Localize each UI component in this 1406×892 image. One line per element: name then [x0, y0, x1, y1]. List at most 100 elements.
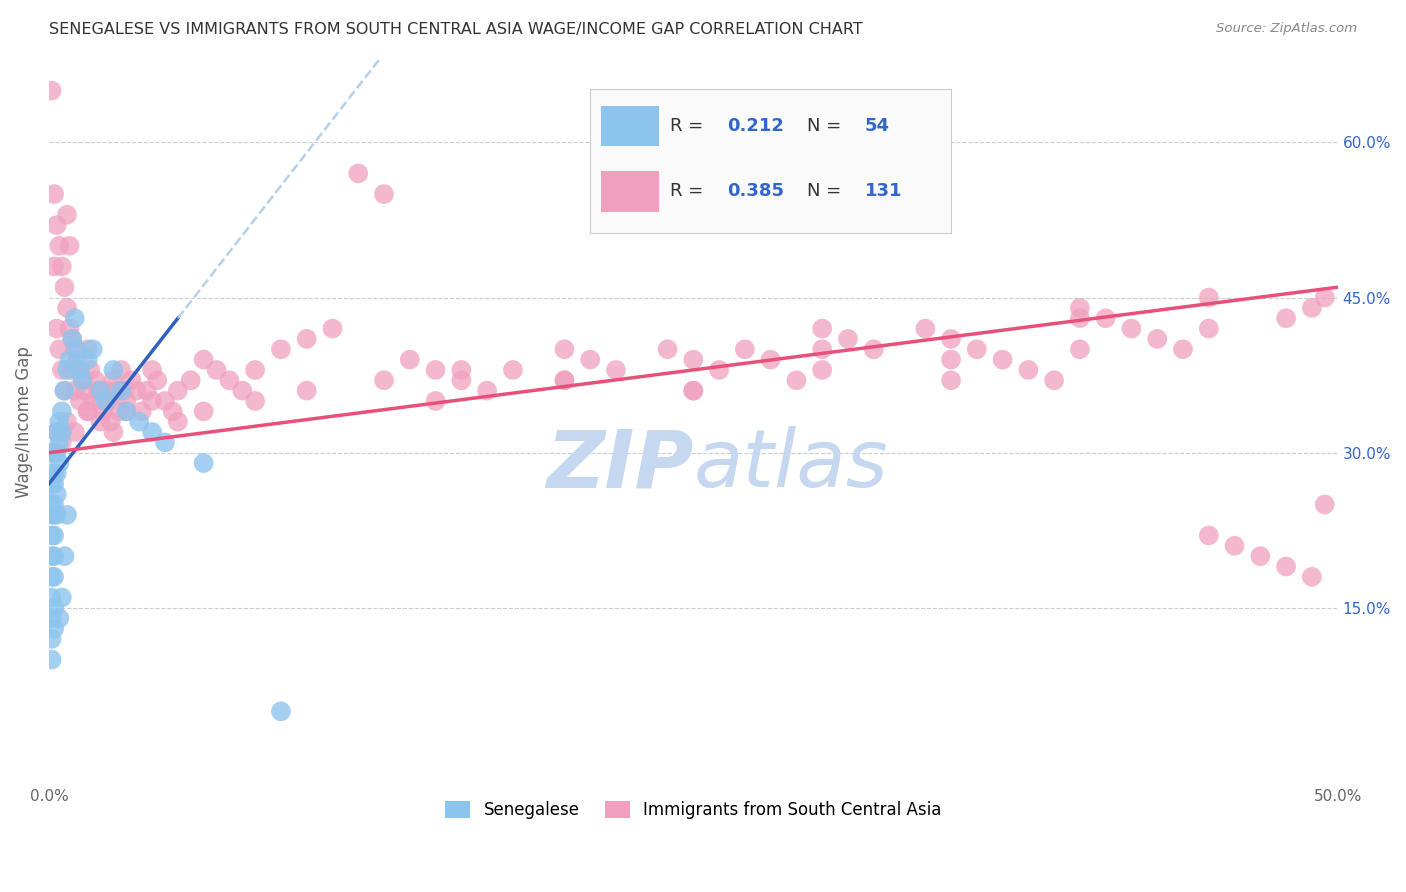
Point [837, 332, 859, 346]
Point [60, 332, 83, 346]
Point [42, 570, 65, 584]
Point [104, 384, 127, 398]
Point [579, 352, 602, 367]
Point [759, 352, 782, 367]
Point [135, 384, 157, 398]
Point [45, 446, 67, 460]
Point [41, 476, 63, 491]
Point [205, 363, 228, 377]
Point [42, 260, 65, 274]
Point [243, 394, 266, 409]
Point [63, 425, 86, 439]
Point [193, 456, 215, 470]
Point [91, 404, 114, 418]
Point [939, 352, 962, 367]
Point [115, 404, 138, 418]
Point [41, 652, 63, 666]
Point [180, 373, 202, 387]
Point [48, 435, 70, 450]
Point [425, 394, 447, 409]
Point [79, 363, 101, 377]
Point [1171, 343, 1194, 357]
Point [193, 352, 215, 367]
Point [811, 321, 834, 335]
Point [48, 456, 70, 470]
Point [48, 415, 70, 429]
Point [218, 373, 240, 387]
Point [45, 425, 67, 439]
Point [295, 332, 318, 346]
Point [51, 591, 73, 605]
Point [76, 352, 98, 367]
Point [56, 508, 79, 522]
Point [58, 239, 80, 253]
Point [1069, 301, 1091, 315]
Point [41, 611, 63, 625]
Point [58, 352, 80, 367]
Point [991, 352, 1014, 367]
Point [502, 363, 524, 377]
Point [270, 343, 292, 357]
Point [51, 363, 73, 377]
Point [1017, 363, 1039, 377]
Point [42, 497, 65, 511]
Point [51, 435, 73, 450]
Point [45, 425, 67, 439]
Point [53, 549, 76, 563]
Point [1301, 301, 1323, 315]
Point [42, 600, 65, 615]
Point [42, 187, 65, 202]
Point [42, 549, 65, 563]
Point [166, 384, 188, 398]
Point [1275, 311, 1298, 326]
Point [966, 343, 988, 357]
Point [1313, 291, 1336, 305]
Point [42, 508, 65, 522]
Point [66, 352, 89, 367]
Point [1313, 497, 1336, 511]
Point [939, 373, 962, 387]
Point [100, 415, 122, 429]
Point [107, 404, 129, 418]
Point [51, 404, 73, 418]
Text: SENEGALESE VS IMMIGRANTS FROM SOUTH CENTRAL ASIA WAGE/INCOME GAP CORRELATION CHA: SENEGALESE VS IMMIGRANTS FROM SOUTH CENT… [49, 22, 863, 37]
Point [53, 384, 76, 398]
Point [1069, 343, 1091, 357]
Point [657, 343, 679, 357]
Point [1146, 332, 1168, 346]
Point [41, 84, 63, 98]
Point [141, 394, 163, 409]
Point [1069, 311, 1091, 326]
Point [153, 435, 176, 450]
Point [41, 632, 63, 646]
Point [41, 570, 63, 584]
Point [94, 394, 117, 409]
Point [42, 467, 65, 481]
Point [76, 404, 98, 418]
Point [41, 549, 63, 563]
Point [69, 363, 91, 377]
Point [89, 415, 111, 429]
Point [41, 591, 63, 605]
Point [162, 404, 184, 418]
Point [72, 373, 94, 387]
Point [1094, 311, 1116, 326]
Y-axis label: Wage/Income Gap: Wage/Income Gap [15, 346, 32, 498]
Point [110, 363, 132, 377]
Point [707, 363, 730, 377]
Text: Source: ZipAtlas.com: Source: ZipAtlas.com [1216, 22, 1357, 36]
Point [76, 343, 98, 357]
Point [72, 373, 94, 387]
Point [41, 508, 63, 522]
Point [97, 394, 120, 409]
Point [73, 384, 96, 398]
Point [373, 373, 395, 387]
Point [914, 321, 936, 335]
Point [41, 497, 63, 511]
Point [58, 321, 80, 335]
Point [682, 384, 704, 398]
Point [56, 363, 79, 377]
Point [682, 352, 704, 367]
Point [347, 166, 370, 180]
Point [553, 373, 575, 387]
